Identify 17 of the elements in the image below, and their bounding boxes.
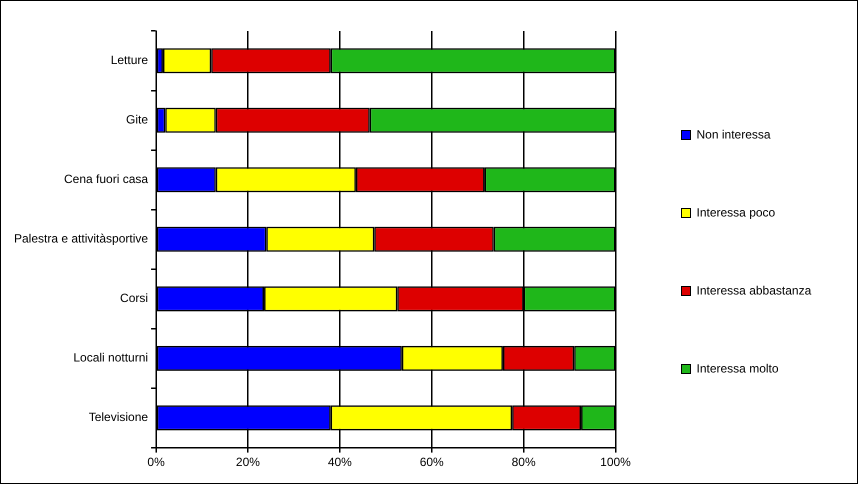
- x-tick-label: 80%: [512, 455, 536, 470]
- legend-label: Interessa poco: [696, 205, 776, 220]
- x-tick-label: 100%: [600, 455, 632, 470]
- x-tick-label: 20%: [236, 455, 260, 470]
- y-tick-label: Locali notturni: [73, 350, 148, 365]
- x-tick-label: 40%: [328, 455, 352, 470]
- y-tick-label: Letture: [110, 53, 148, 68]
- y-tick-label: Corsi: [120, 291, 148, 306]
- legend-label: Non interessa: [696, 127, 771, 142]
- legend-label: Interessa abbastanza: [696, 283, 812, 298]
- y-tick-label: Televisione: [88, 410, 148, 424]
- x-tick-label: 60%: [420, 455, 444, 470]
- y-tick-label: Gite: [126, 112, 148, 127]
- y-tick-label: Cena fuori casa: [64, 172, 148, 186]
- legend-label: Interessa molto: [696, 361, 779, 376]
- y-tick-label: Palestra e attivitàsportive: [14, 232, 148, 246]
- x-tick-label: 0%: [147, 455, 166, 470]
